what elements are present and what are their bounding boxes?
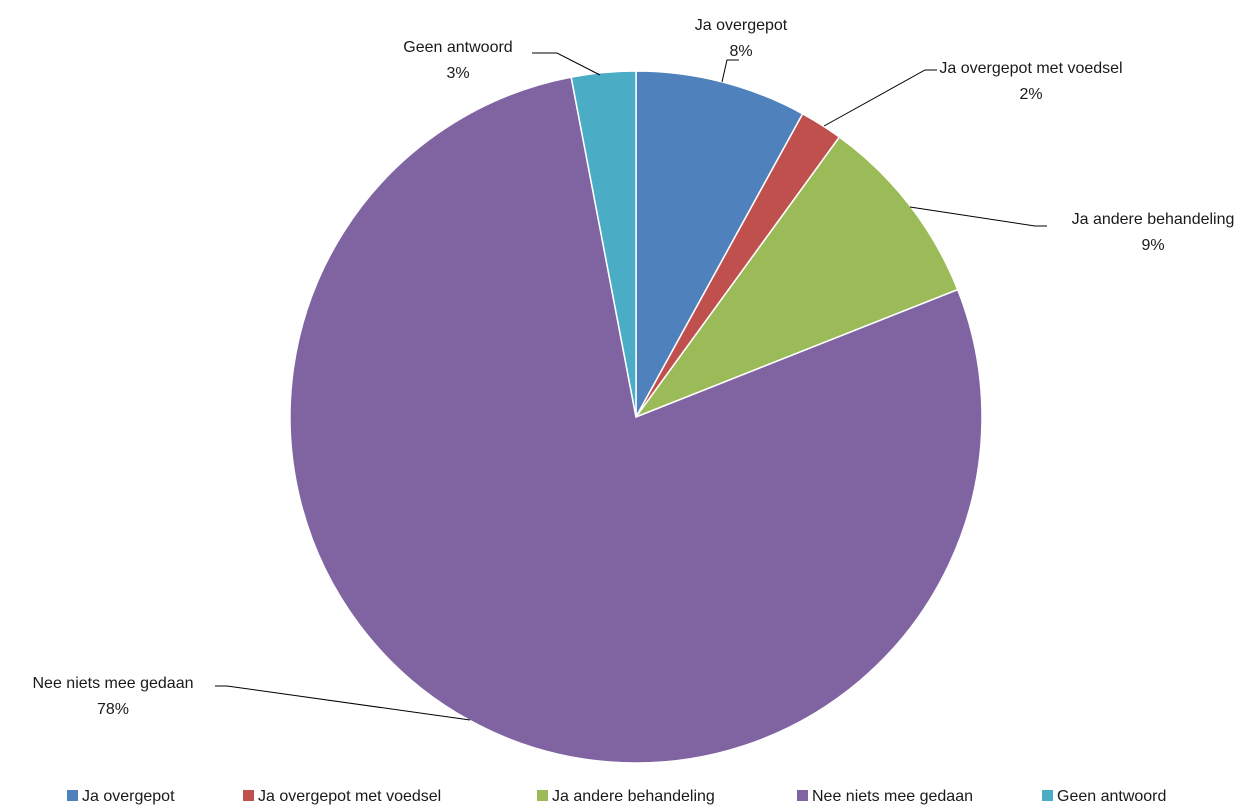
data-label-name-ja-overgepot: Ja overgepot	[695, 17, 788, 34]
legend-swatch-ja-overgepot-met-voedsel	[243, 790, 254, 801]
leader-lines	[215, 52, 1047, 721]
leader-line-geen-antwoord	[532, 52, 601, 76]
data-label-name-ja-overgepot-met-voedsel: Ja overgepot met voedsel	[939, 60, 1122, 77]
legend-label-ja-andere-behandeling: Ja andere behandeling	[552, 788, 715, 805]
data-label-value-ja-overgepot-met-voedsel: 2%	[1019, 86, 1042, 103]
leader-line-ja-andere-behandeling	[909, 206, 1047, 227]
pie-slice-ja-andere-behandeling	[633, 136, 959, 419]
legend-label-ja-overgepot: Ja overgepot	[82, 788, 175, 805]
legend-swatch-ja-overgepot	[67, 790, 78, 801]
data-label-name-nee-niets-mee-gedaan: Nee niets mee gedaan	[33, 675, 194, 692]
legend-swatch-nee-niets-mee-gedaan	[797, 790, 808, 801]
data-label-name-ja-andere-behandeling: Ja andere behandeling	[1072, 211, 1235, 228]
data-label-value-ja-andere-behandeling: 9%	[1141, 237, 1164, 254]
legend-label-nee-niets-mee-gedaan: Nee niets mee gedaan	[812, 788, 973, 805]
pie-slice-geen-antwoord	[570, 70, 637, 418]
data-label-name-geen-antwoord: Geen antwoord	[403, 39, 512, 56]
data-label-value-ja-overgepot: 8%	[729, 43, 752, 60]
leader-line-ja-overgepot-met-voedsel	[823, 69, 937, 127]
leader-line-nee-niets-mee-gedaan	[215, 685, 471, 721]
data-label-value-geen-antwoord: 3%	[446, 65, 469, 82]
leader-line-ja-overgepot	[721, 59, 739, 83]
pie-slices	[289, 70, 983, 764]
legend: Ja overgepot Ja overgepot met voedsel Ja a…	[67, 788, 1166, 805]
legend-label-ja-overgepot-met-voedsel: Ja overgepot met voedsel	[258, 788, 441, 805]
data-label-value-nee-niets-mee-gedaan: 78%	[97, 701, 129, 718]
legend-swatch-ja-andere-behandeling	[537, 790, 548, 801]
data-labels: Ja overgepot 8% Ja overgepot met voedsel 2%…	[33, 17, 1235, 718]
legend-swatch-geen-antwoord	[1042, 790, 1053, 801]
legend-label-geen-antwoord: Geen antwoord	[1057, 788, 1166, 805]
